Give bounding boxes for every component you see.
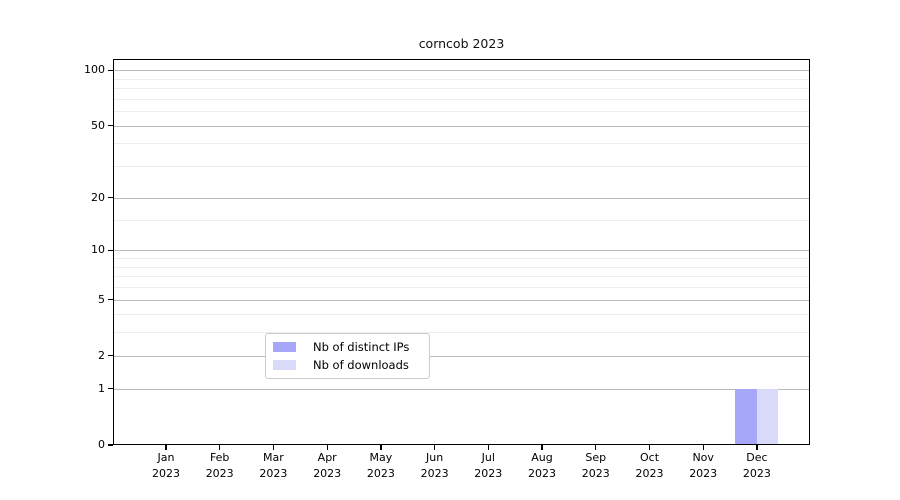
gridline-major-y100 xyxy=(113,70,810,72)
gridline-minor-y7 xyxy=(113,276,810,278)
x-tick-label-nov: Nov 2023 xyxy=(671,450,735,481)
x-tick-month: Jul xyxy=(481,451,495,464)
legend-item-2: Nb of downloads xyxy=(273,357,421,373)
x-tick-month: May xyxy=(369,451,393,464)
x-tick-year: 2023 xyxy=(366,466,395,480)
x-tick-year: 2023 xyxy=(635,466,664,480)
gridline-minor-y30 xyxy=(113,166,810,168)
x-tick-year: 2023 xyxy=(528,466,556,480)
gridline-major-y1 xyxy=(113,388,810,390)
x-tick-mark-may xyxy=(380,445,382,450)
legend-swatch-1 xyxy=(273,342,296,352)
x-tick-label-jan: Jan 2023 xyxy=(134,450,198,481)
x-tick-month: Jan xyxy=(157,451,175,464)
x-tick-label-feb: Feb 2023 xyxy=(188,450,252,481)
x-tick-month: Sep xyxy=(585,451,607,464)
x-tick-month: Dec xyxy=(746,451,768,464)
x-tick-year: 2023 xyxy=(152,466,180,480)
y-tick-mark-0 xyxy=(108,444,113,446)
x-tick-mark-oct xyxy=(648,445,651,450)
gridline-major-y10 xyxy=(113,250,810,252)
x-tick-label-aug: Aug 2023 xyxy=(510,450,574,481)
x-tick-year: 2023 xyxy=(474,466,503,480)
gridline-minor-y8 xyxy=(113,266,810,268)
gridline-minor-y9 xyxy=(113,258,810,259)
y-tick-label-2: 2 xyxy=(98,348,105,362)
gridline-major-y2 xyxy=(113,355,810,357)
x-tick-mark-feb xyxy=(219,445,221,450)
x-tick-label-jun: Jun 2023 xyxy=(403,450,467,481)
y-tick-mark-100 xyxy=(108,69,113,71)
chart-title: corncob 2023 xyxy=(418,36,505,51)
legend: Nb of distinct IPs Nb of downloads xyxy=(265,333,430,379)
x-tick-month: Nov xyxy=(692,451,714,464)
y-tick-label-0: 0 xyxy=(98,438,105,451)
x-tick-month: Apr xyxy=(317,451,337,464)
gridline-minor-y60 xyxy=(113,111,810,113)
legend-swatch-2 xyxy=(273,360,296,370)
y-tick-label-100: 100 xyxy=(84,63,105,77)
x-tick-mark-sep xyxy=(595,445,597,450)
x-tick-label-may: May 2023 xyxy=(349,450,413,481)
x-tick-mark-jan xyxy=(165,445,167,450)
y-tick-label-1: 1 xyxy=(98,381,105,395)
gridline-minor-y4 xyxy=(113,314,810,316)
x-tick-mark-jun xyxy=(434,445,436,450)
gridline-minor-y3 xyxy=(113,332,810,334)
legend-label-2: Nb of downloads xyxy=(313,358,409,372)
x-tick-label-dec: Dec 2023 xyxy=(725,450,789,481)
y-tick-label-10: 10 xyxy=(91,243,105,257)
x-tick-year: 2023 xyxy=(742,466,771,480)
gridline-minor-y80 xyxy=(113,88,810,89)
bar-series1-dec xyxy=(735,388,757,445)
gridline-minor-y90 xyxy=(113,78,810,80)
gridline-minor-y6 xyxy=(113,286,810,288)
y-tick-mark-20 xyxy=(108,197,113,199)
gridline-minor-y70 xyxy=(113,98,810,100)
bar-series2-dec xyxy=(756,388,779,445)
y-tick-mark-5 xyxy=(108,298,113,301)
x-tick-month: Feb xyxy=(209,451,230,464)
x-tick-mark-nov xyxy=(702,445,704,450)
x-tick-year: 2023 xyxy=(689,466,718,480)
y-tick-mark-50 xyxy=(108,125,113,127)
x-tick-mark-dec xyxy=(756,445,758,450)
y-tick-mark-2 xyxy=(108,355,113,357)
x-tick-mark-apr xyxy=(326,445,328,450)
x-tick-mark-aug xyxy=(541,445,543,450)
x-tick-mark-mar xyxy=(272,445,275,450)
x-tick-year: 2023 xyxy=(205,466,234,480)
gridline-minor-y40 xyxy=(113,143,810,145)
x-tick-label-apr: Apr 2023 xyxy=(295,450,359,481)
x-tick-label-oct: Oct 2023 xyxy=(618,450,682,481)
y-tick-mark-1 xyxy=(108,388,113,390)
x-tick-month: Aug xyxy=(531,451,553,464)
x-tick-label-mar: Mar 2023 xyxy=(241,450,305,481)
y-tick-mark-10 xyxy=(108,249,113,251)
x-tick-month: Mar xyxy=(263,451,284,464)
x-tick-mark-jul xyxy=(487,445,489,450)
x-tick-year: 2023 xyxy=(581,466,610,480)
y-tick-label-20: 20 xyxy=(91,190,105,204)
plot-area xyxy=(113,59,810,445)
gridline-major-y20 xyxy=(113,197,810,199)
x-tick-year: 2023 xyxy=(313,466,342,480)
x-tick-month: Oct xyxy=(639,451,660,464)
y-tick-label-5: 5 xyxy=(98,292,105,306)
x-tick-label-sep: Sep 2023 xyxy=(564,450,628,481)
x-tick-month: Jun xyxy=(426,451,444,464)
x-tick-year: 2023 xyxy=(420,466,449,480)
gridline-major-y50 xyxy=(113,125,810,127)
x-tick-label-jul: Jul 2023 xyxy=(456,450,520,481)
legend-label-1: Nb of distinct IPs xyxy=(313,340,410,354)
gridline-minor-y15 xyxy=(113,219,810,221)
y-tick-label-50: 50 xyxy=(91,118,105,132)
legend-item-1: Nb of distinct IPs xyxy=(273,339,421,355)
gridline-major-y5 xyxy=(113,299,810,301)
x-tick-year: 2023 xyxy=(259,466,288,480)
